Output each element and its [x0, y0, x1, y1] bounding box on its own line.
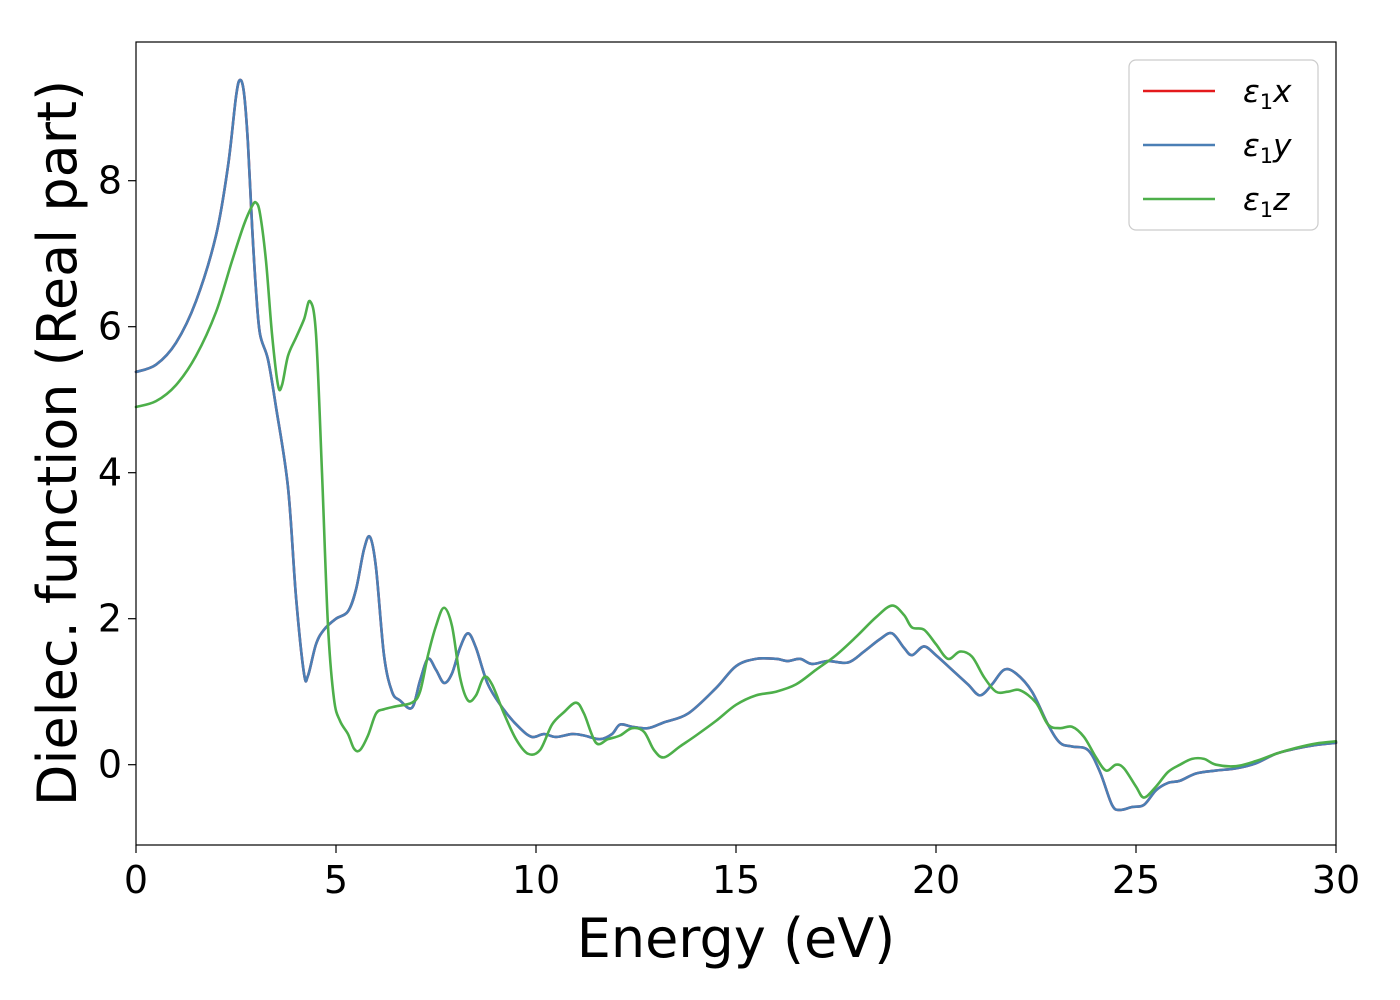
y-axis-ticks: 0 2 4 6 8 — [98, 159, 136, 787]
y-tick-label: 4 — [98, 451, 122, 495]
x-tick-label: 15 — [712, 858, 760, 902]
series-line-z — [134, 200, 1338, 799]
legend: ε1x ε1y ε1z — [1128, 59, 1319, 231]
x-axis-label: Energy (eV) — [577, 907, 896, 970]
y-tick-label: 0 — [98, 743, 122, 787]
legend-box — [1128, 59, 1319, 231]
series-layer — [134, 78, 1338, 812]
legend-label-x: ε1x — [1243, 74, 1292, 114]
legend-items: ε1x ε1y ε1z — [1143, 74, 1292, 222]
y-axis-label: Dielec. function (Real part) — [26, 80, 89, 806]
legend-label-y: ε1y — [1243, 128, 1292, 168]
legend-label-z: ε1z — [1243, 182, 1290, 222]
x-tick-label: 30 — [1312, 858, 1360, 902]
x-tick-label: 10 — [512, 858, 560, 902]
x-tick-label: 20 — [912, 858, 960, 902]
series-line-y — [134, 78, 1338, 812]
x-tick-label: 0 — [124, 858, 148, 902]
y-tick-label: 8 — [98, 159, 122, 203]
x-axis-ticks: 0 5 10 15 20 25 30 — [124, 845, 1360, 902]
y-tick-label: 6 — [98, 305, 122, 349]
y-tick-label: 2 — [98, 597, 122, 641]
x-tick-label: 5 — [324, 858, 348, 902]
x-tick-label: 25 — [1112, 858, 1160, 902]
